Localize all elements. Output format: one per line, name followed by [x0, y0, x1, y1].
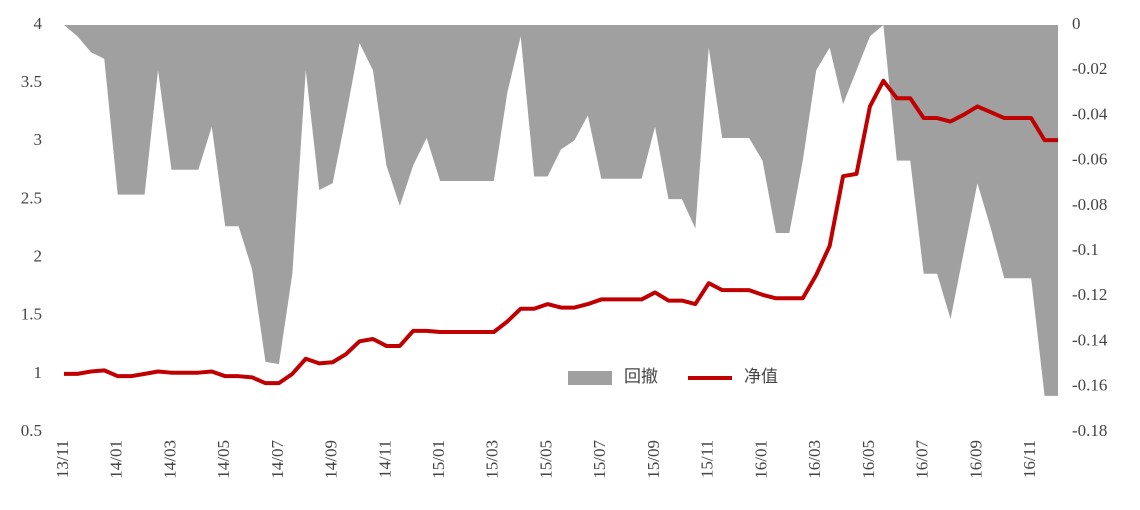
x-tick-label: 16/09 [966, 440, 985, 479]
x-tick-label: 16/07 [913, 440, 932, 479]
nav-line [64, 78, 1058, 386]
y2-tick-label: -0.06 [1072, 150, 1107, 169]
y2-tick-label: -0.14 [1072, 330, 1108, 349]
x-tick-label: 16/05 [859, 440, 878, 479]
x-tick-label: 15/05 [536, 440, 555, 479]
x-tick-label: 16/01 [751, 440, 770, 479]
legend-label: 净值 [744, 367, 778, 386]
x-tick-label: 14/05 [214, 440, 233, 479]
y2-tick-label: 0 [1072, 14, 1081, 33]
y-tick-label: 4 [34, 14, 43, 33]
x-tick-label: 15/09 [644, 440, 663, 479]
y2-tick-label: -0.1 [1072, 240, 1099, 259]
legend-label: 回撤 [624, 367, 658, 386]
x-tick-label: 14/03 [160, 440, 179, 479]
y-tick-label: 0.5 [21, 421, 42, 440]
x-tick-label: 15/11 [698, 440, 717, 478]
y-tick-label: 2 [34, 246, 43, 265]
y2-tick-label: -0.08 [1072, 195, 1107, 214]
y-tick-label: 1.5 [21, 305, 42, 324]
y2-tick-label: -0.04 [1072, 104, 1108, 123]
y2-tick-label: -0.12 [1072, 285, 1107, 304]
x-tick-label: 16/03 [805, 440, 824, 479]
y-tick-label: 3 [34, 130, 43, 149]
drawdown-area [64, 25, 1058, 396]
y-tick-label: 1 [34, 363, 43, 382]
y2-tick-label: -0.18 [1072, 421, 1107, 440]
x-tick-label: 15/07 [590, 440, 609, 479]
y-tick-label: 2.5 [21, 188, 42, 207]
y2-tick-label: -0.16 [1072, 376, 1107, 395]
x-tick-label: 14/01 [107, 440, 126, 479]
x-tick-label: 15/03 [483, 440, 502, 479]
x-tick-label: 14/07 [268, 440, 287, 479]
x-tick-label: 15/01 [429, 440, 448, 479]
x-tick-label: 13/11 [53, 440, 72, 478]
x-tick-label: 16/11 [1020, 440, 1039, 478]
legend-swatch [568, 371, 612, 385]
y-tick-label: 3.5 [21, 72, 42, 91]
y2-tick-label: -0.02 [1072, 59, 1107, 78]
x-tick-label: 14/09 [322, 440, 341, 479]
x-tick-label: 14/11 [375, 440, 394, 478]
